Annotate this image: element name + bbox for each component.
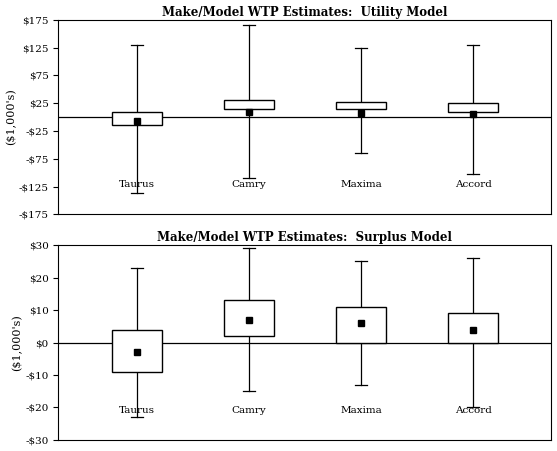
Bar: [336, 307, 386, 343]
Text: Camry: Camry: [232, 180, 266, 189]
Text: Camry: Camry: [232, 405, 266, 414]
Bar: [448, 103, 498, 111]
Text: Maxima: Maxima: [340, 405, 382, 414]
Text: Taurus: Taurus: [119, 405, 155, 414]
Bar: [336, 101, 386, 109]
Bar: [224, 300, 274, 336]
Y-axis label: ($1,000's): ($1,000's): [6, 89, 16, 146]
Title: Make/Model WTP Estimates:  Utility Model: Make/Model WTP Estimates: Utility Model: [162, 5, 448, 18]
Text: Accord: Accord: [455, 180, 491, 189]
Bar: [111, 330, 162, 372]
Text: Accord: Accord: [455, 405, 491, 414]
Y-axis label: ($1,000's): ($1,000's): [12, 314, 22, 371]
Bar: [111, 111, 162, 125]
Bar: [224, 101, 274, 109]
Bar: [448, 313, 498, 343]
Text: Taurus: Taurus: [119, 180, 155, 189]
Title: Make/Model WTP Estimates:  Surplus Model: Make/Model WTP Estimates: Surplus Model: [158, 231, 452, 244]
Text: Maxima: Maxima: [340, 180, 382, 189]
